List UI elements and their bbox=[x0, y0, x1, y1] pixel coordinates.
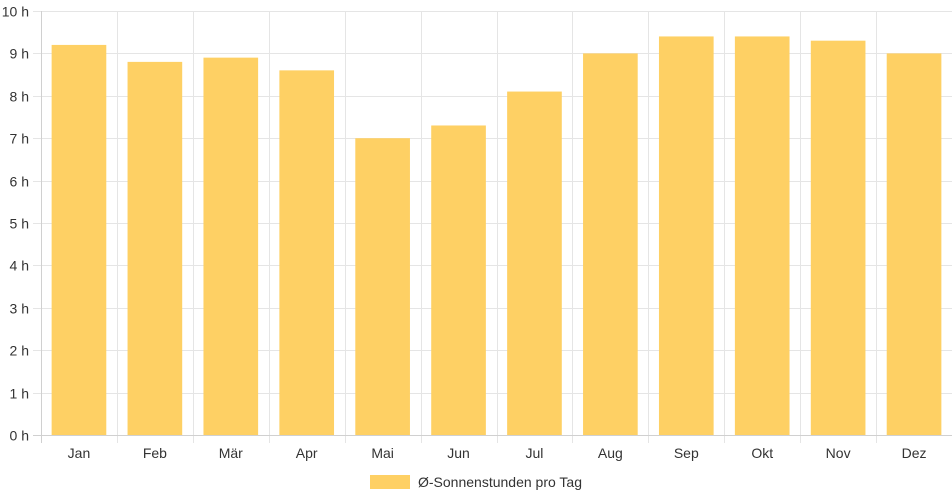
bar-mär[interactable] bbox=[203, 57, 259, 435]
y-tick-label: 4 h bbox=[10, 258, 29, 274]
y-tick-label: 0 h bbox=[10, 428, 29, 444]
x-tick-label: Sep bbox=[674, 445, 699, 461]
y-tick-label: 8 h bbox=[10, 89, 29, 105]
x-tick-label: Nov bbox=[826, 445, 851, 461]
x-tick-label: Okt bbox=[751, 445, 773, 461]
y-tick-label: 5 h bbox=[10, 216, 29, 232]
y-tick-label: 6 h bbox=[10, 174, 29, 190]
tick-labels: 0 h 1 h 2 h 3 h 4 h 5 h 6 h 7 h 8 h 9 h 10 h Jan Feb… bbox=[2, 4, 927, 462]
bar-nov[interactable] bbox=[810, 40, 866, 436]
bar-jul[interactable] bbox=[507, 91, 562, 435]
bar-sep[interactable] bbox=[658, 36, 714, 435]
x-tick-label: Mär bbox=[219, 445, 243, 461]
x-tick-label: Jul bbox=[526, 445, 544, 461]
axes bbox=[33, 11, 952, 443]
bars bbox=[51, 36, 942, 436]
x-tick-label: Feb bbox=[143, 445, 167, 461]
chart-legend[interactable]: Ø-Sonnenstunden pro Tag bbox=[0, 470, 952, 494]
x-tick-label: Dez bbox=[902, 445, 927, 461]
y-tick-label: 2 h bbox=[10, 343, 29, 359]
x-tick-label: Jan bbox=[68, 445, 91, 461]
legend-label: Ø-Sonnenstunden pro Tag bbox=[418, 474, 582, 490]
bar-jan[interactable] bbox=[51, 44, 107, 436]
y-tick-label: 3 h bbox=[10, 301, 29, 317]
y-tick-label: 1 h bbox=[10, 386, 29, 402]
bar-apr[interactable] bbox=[279, 70, 335, 436]
bar-feb[interactable] bbox=[127, 61, 183, 435]
y-tick-label: 9 h bbox=[10, 46, 29, 62]
bar-dez[interactable] bbox=[886, 53, 942, 436]
legend-swatch bbox=[370, 475, 410, 489]
sunshine-bar-chart: 0 h 1 h 2 h 3 h 4 h 5 h 6 h 7 h 8 h 9 h 10 h Jan Feb… bbox=[2, 4, 952, 462]
y-tick-label: 10 h bbox=[2, 4, 29, 20]
x-tick-label: Apr bbox=[296, 445, 318, 461]
bar-jun[interactable] bbox=[431, 125, 486, 435]
x-tick-label: Aug bbox=[598, 445, 623, 461]
bar-aug[interactable] bbox=[583, 53, 638, 436]
x-tick-label: Mai bbox=[371, 445, 394, 461]
x-tick-label: Jun bbox=[447, 445, 470, 461]
bar-mai[interactable] bbox=[355, 138, 410, 435]
y-tick-label: 7 h bbox=[10, 131, 29, 147]
bar-okt[interactable] bbox=[734, 36, 790, 435]
